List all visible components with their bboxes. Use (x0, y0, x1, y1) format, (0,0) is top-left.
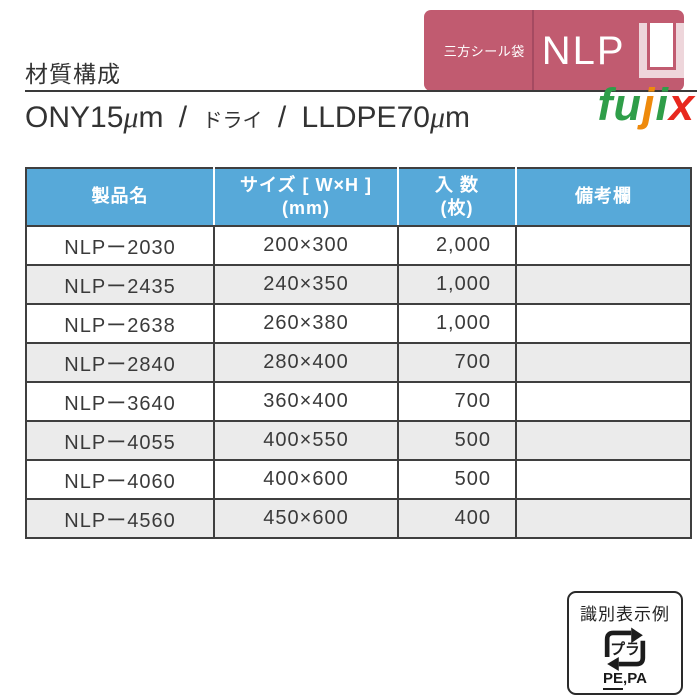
cell-size: 280×400 (213, 342, 399, 383)
cell-product: NLPー2030 (25, 225, 215, 266)
table-row: NLPー4060 400×600 500 (25, 459, 692, 500)
header-product: 製品名 (26, 168, 215, 227)
bag-body (649, 23, 673, 67)
material-slash-2: / (277, 101, 287, 134)
title-underline (25, 90, 697, 92)
cell-remarks (515, 459, 692, 500)
table-row: NLPー3640 360×400 700 (25, 381, 692, 422)
logo-letter-i: i (655, 79, 669, 130)
cell-remarks (515, 381, 692, 422)
logo-letter-x: x (668, 79, 695, 130)
cell-remarks (515, 420, 692, 461)
material-code: PE,PA (603, 670, 647, 690)
product-banner: 三方シール袋 NLP (424, 10, 684, 91)
cell-qty: 2,000 (397, 225, 517, 266)
material-lldpe-unit: μm (429, 101, 471, 134)
table-row: NLPー4560 450×600 400 (25, 498, 692, 539)
logo-letter-j: j (641, 79, 656, 130)
three-side-seal-bag-icon (638, 23, 684, 78)
cell-size: 260×380 (213, 303, 399, 344)
cell-product: NLPー2840 (25, 342, 215, 383)
cell-product: NLPー4560 (25, 498, 215, 539)
header-qty-sub: (枚) (440, 198, 474, 218)
pla-icon-text: プラ (610, 641, 639, 658)
cell-product: NLPー4060 (25, 459, 215, 500)
cell-remarks (515, 225, 692, 266)
cell-remarks (515, 342, 692, 383)
cell-qty: 700 (397, 342, 517, 383)
header-size: サイズ [ W×H ] (mm) (214, 168, 399, 227)
cell-remarks (515, 303, 692, 344)
material-slash-1: / (178, 101, 188, 134)
cell-size: 360×400 (213, 381, 399, 422)
cell-product: NLPー4055 (25, 420, 215, 461)
banner-divider (531, 10, 534, 91)
cell-product: NLPー2638 (25, 303, 215, 344)
table-row: NLPー2840 280×400 700 (25, 342, 692, 383)
header-remarks: 備考欄 (516, 168, 691, 227)
pla-recycle-icon: プラ (604, 627, 646, 671)
material-spec: ONY15μm / ドライ / LLDPE70μm (25, 101, 470, 135)
cell-qty: 1,000 (397, 264, 517, 305)
cell-size: 400×600 (213, 459, 399, 500)
cell-qty: 700 (397, 381, 517, 422)
cell-size: 400×550 (213, 420, 399, 461)
table-row: NLPー4055 400×550 500 (25, 420, 692, 461)
table-row: NLPー2638 260×380 1,000 (25, 303, 692, 344)
cell-size: 240×350 (213, 264, 399, 305)
spec-table: 製品名 サイズ [ W×H ] (mm) 入 数 (枚) 備考欄 NLPー203… (25, 167, 692, 539)
material-ony: ONY15 (25, 101, 124, 134)
header-size-main: サイズ [ W×H ] (240, 174, 372, 195)
fujix-logo: fujix (597, 82, 695, 127)
material-ony-unit: μm (123, 101, 164, 134)
logo-letters-fu: fu (597, 79, 642, 130)
cell-product: NLPー2435 (25, 264, 215, 305)
table-header-row: 製品名 サイズ [ W×H ] (mm) 入 数 (枚) 備考欄 (26, 168, 691, 227)
header-qty: 入 数 (枚) (398, 168, 517, 227)
material-id-box: 識別表示例 プラ PE,PA (567, 591, 683, 695)
cell-remarks (515, 264, 692, 305)
material-dry: ドライ (202, 110, 263, 132)
cell-product: NLPー3640 (25, 381, 215, 422)
id-box-title: 識別表示例 (580, 605, 670, 624)
banner-product-code: NLP (541, 28, 626, 73)
cell-size: 450×600 (213, 498, 399, 539)
table-body: NLPー2030 200×300 2,000 NLPー2435 240×350 1,000… (25, 225, 692, 539)
material-lldpe: LLDPE70 (301, 101, 430, 134)
table-row: NLPー2030 200×300 2,000 (25, 225, 692, 266)
header-qty-main: 入 数 (434, 174, 479, 195)
material-code-main: PE (603, 670, 624, 690)
page-title: 材質構成 (25, 61, 121, 87)
cell-qty: 500 (397, 459, 517, 500)
material-code-rest: ,PA (623, 670, 647, 687)
table-row: NLPー2435 240×350 1,000 (25, 264, 692, 305)
banner-category-label: 三方シール袋 (443, 44, 525, 59)
bag-seal-frame (638, 23, 684, 78)
cell-qty: 500 (397, 420, 517, 461)
cell-qty: 400 (397, 498, 517, 539)
cell-qty: 1,000 (397, 303, 517, 344)
header-size-sub: (mm) (282, 198, 330, 218)
cell-remarks (515, 498, 692, 539)
cell-size: 200×300 (213, 225, 399, 266)
